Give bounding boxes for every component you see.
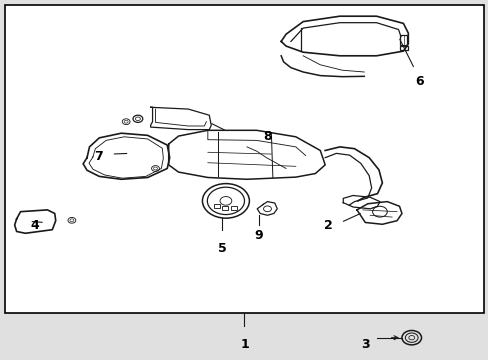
- Text: 9: 9: [254, 229, 263, 242]
- Text: 5: 5: [218, 242, 226, 255]
- FancyBboxPatch shape: [222, 206, 228, 210]
- Text: 6: 6: [414, 75, 423, 87]
- FancyBboxPatch shape: [213, 204, 219, 208]
- FancyBboxPatch shape: [400, 35, 407, 45]
- Text: 3: 3: [361, 338, 369, 351]
- Text: 8: 8: [263, 130, 272, 143]
- FancyBboxPatch shape: [231, 206, 237, 210]
- FancyBboxPatch shape: [400, 46, 407, 50]
- Text: 7: 7: [94, 150, 103, 163]
- Text: 1: 1: [240, 338, 248, 351]
- Text: 2: 2: [324, 219, 332, 231]
- FancyBboxPatch shape: [5, 5, 483, 313]
- Text: 4: 4: [31, 219, 40, 231]
